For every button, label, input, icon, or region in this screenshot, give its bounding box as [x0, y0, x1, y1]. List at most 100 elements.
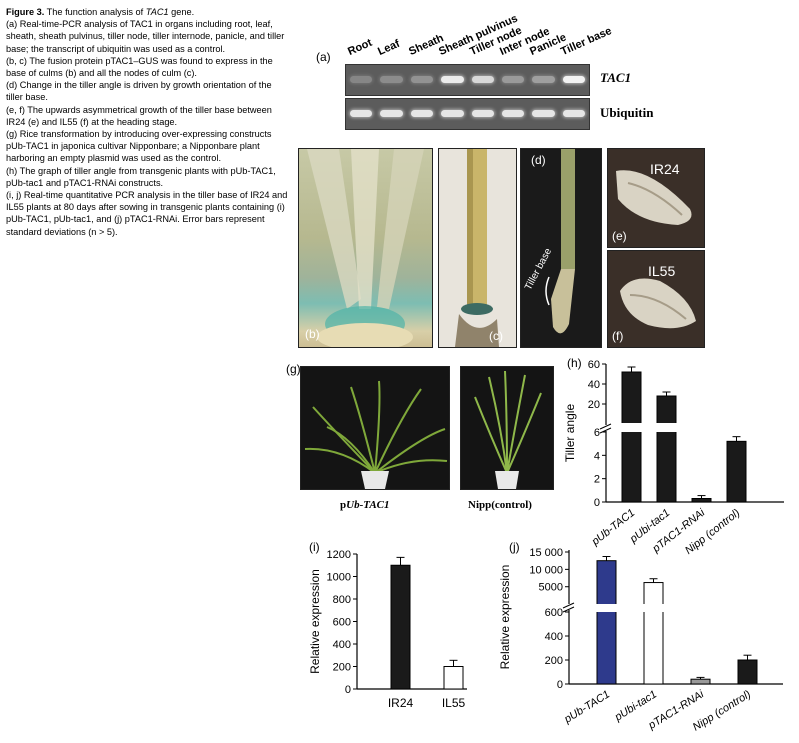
caption-part-h: (h) The graph of tiller angle from trans…: [6, 165, 276, 188]
gel-band: [410, 110, 434, 117]
bar-break-gap: [621, 423, 642, 432]
photo-f-il55: IL55 (f): [607, 250, 705, 348]
chart-j-expression: 5000 10 000 15 000 0 200 400 600 Relative expre…: [498, 548, 783, 734]
gel-band: [350, 110, 373, 117]
y-tick-label: 0: [345, 684, 351, 696]
ir24-tiller-illustration: [616, 170, 692, 225]
bar: [690, 678, 711, 685]
bar: [443, 666, 464, 690]
gel-band: [350, 76, 373, 83]
y-tick-label: 20: [588, 399, 600, 411]
bar: [596, 560, 617, 685]
gel-band: [501, 110, 525, 117]
photo-d-tiller-base: (d) Tiller base: [520, 148, 602, 348]
caption-part-ef: (e, f) The upwards asymmetrical growth o…: [6, 104, 272, 127]
figure-caption: Figure 3. The function analysis of TAC1 …: [6, 6, 288, 238]
panel-label-j: (j): [509, 540, 520, 554]
chart-i-expression: 0 200 400 600 800 1000 1200 Relative expression…: [308, 549, 467, 710]
y-tick-label: 1000: [327, 572, 351, 584]
culm-node-illustration: [455, 149, 499, 347]
culm-illustration: [307, 149, 424, 347]
gene-label-ubiquitin: Ubiquitin: [600, 105, 654, 120]
y-tick-label: 5000: [539, 582, 563, 594]
y-tick-label: 0: [557, 679, 563, 691]
photo-g-pub-tac1-plant: [300, 366, 450, 490]
bar: [621, 371, 642, 503]
y-tick-label: 4: [594, 450, 600, 462]
caption-part-ij: (i, j) Real-time quantitative PCR analys…: [6, 190, 288, 237]
bar: [643, 582, 664, 685]
y-tick-label: 400: [545, 631, 563, 643]
gel-row-tac1: [345, 64, 590, 96]
bar: [656, 395, 677, 503]
panel-label-f: (f): [612, 329, 624, 343]
axis-break-mark: [562, 606, 575, 613]
plant-caption-pub-tac1: pUb-TAC1: [340, 499, 390, 511]
photo-e-ir24: IR24 (e): [607, 148, 705, 248]
gel-band: [562, 110, 585, 117]
caption-part-d: (d) Change in the tiller angle is driven…: [6, 80, 272, 103]
gel-band: [471, 110, 494, 117]
photo-f-label: IL55: [648, 263, 676, 279]
gel-band: [501, 76, 525, 83]
axis-break-mark: [562, 602, 575, 609]
photo-e-label: IR24: [650, 161, 680, 177]
y-tick-label: 800: [333, 594, 351, 606]
plant-caption-control: Nipp(control): [468, 499, 532, 511]
axis-break-gap: [563, 604, 575, 610]
upright-plant-illustration: [474, 370, 542, 489]
y-tick-label: 2: [594, 474, 600, 486]
gel-lane-label: Leaf: [376, 37, 403, 58]
gene-label-tac1: TAC1: [600, 70, 632, 85]
x-tick-label: IL55: [442, 696, 466, 710]
y-axis-title: Relative expression: [308, 569, 322, 674]
y-tick-label: 6: [594, 427, 600, 439]
spread-plant-illustration: [304, 380, 448, 489]
gel-band: [380, 110, 403, 117]
axis-break-mark: [599, 427, 612, 434]
y-tick-label: 60: [588, 360, 600, 371]
x-tick-label: IR24: [388, 696, 414, 710]
gel-lane-label: Root: [346, 36, 374, 58]
gel-row-ubiquitin: [345, 98, 590, 130]
photo-c-culm-nodes: (c): [438, 148, 517, 348]
photo-g-control-plant: [460, 366, 554, 490]
panel-label-a: (a): [316, 50, 331, 64]
gel-band: [441, 110, 464, 117]
panel-label-i: (i): [309, 540, 320, 554]
y-tick-label: 40: [588, 379, 600, 391]
caption-title: Figure 3. The function analysis of TAC1 …: [6, 7, 195, 17]
x-tick-label: pUb-TAC1: [561, 688, 612, 726]
axis-break-mark: [599, 423, 612, 430]
bar: [691, 498, 712, 503]
gel-band: [532, 110, 555, 117]
bar: [726, 440, 747, 503]
y-tick-label: 400: [333, 639, 351, 651]
gel-band: [532, 76, 555, 83]
bar: [390, 564, 411, 690]
y-axis-title: Tiller angle: [563, 404, 577, 463]
y-tick-label: 200: [545, 655, 563, 667]
x-tick-label: pUb-TAC1: [589, 507, 637, 549]
photo-b-culm-base: (b): [298, 148, 433, 348]
gel-band: [562, 76, 585, 83]
bar-break-gap: [656, 423, 677, 432]
panel-label-d: (d): [531, 153, 546, 167]
gel-band: [410, 76, 434, 83]
y-axis-title: Relative expression: [498, 565, 512, 670]
panel-label-g: (g): [286, 362, 301, 376]
gel-band: [441, 76, 464, 83]
panel-label-c: (c): [489, 329, 503, 343]
axis-break-gap: [600, 425, 612, 431]
il55-tiller-illustration: [620, 278, 696, 329]
panel-label-e: (e): [612, 229, 627, 243]
y-tick-label: 200: [333, 662, 351, 674]
panel-label-b: (b): [305, 327, 320, 341]
y-tick-label: 1200: [327, 549, 351, 561]
caption-part-g: (g) Rice transformation by introducing o…: [6, 129, 272, 164]
gel-band: [380, 76, 403, 83]
bar: [737, 659, 758, 685]
gel-band: [471, 76, 494, 83]
y-tick-label: 600: [545, 607, 563, 619]
